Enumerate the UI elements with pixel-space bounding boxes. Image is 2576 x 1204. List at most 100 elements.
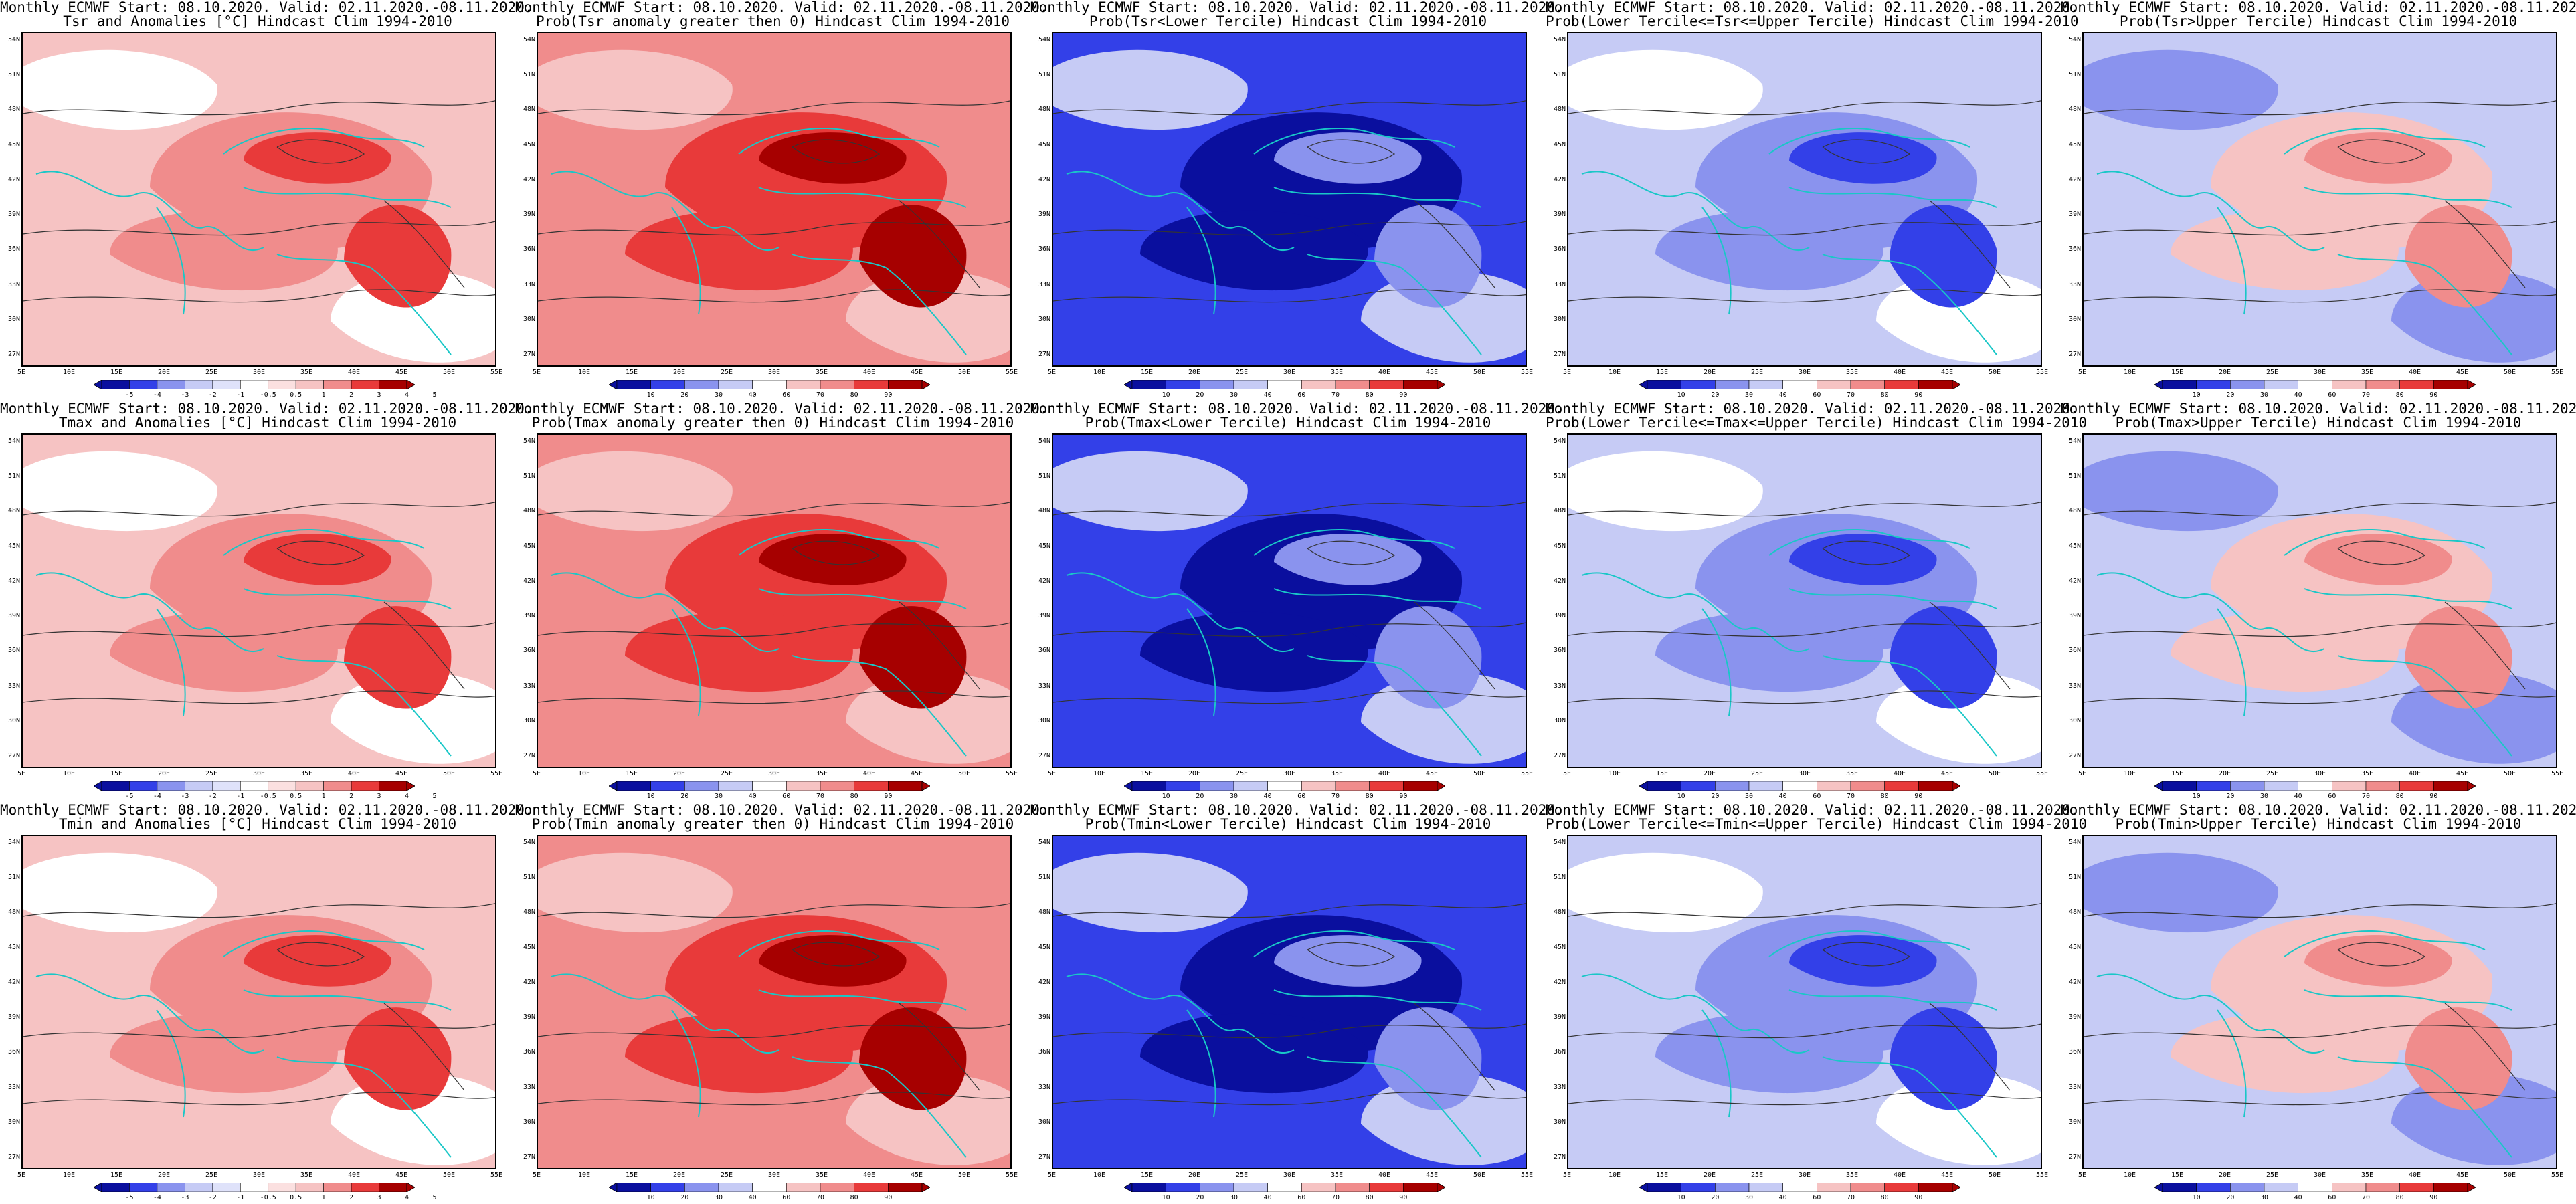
- colorbar-segment: [1884, 781, 1919, 791]
- latitude-label: 33N: [7, 1083, 20, 1091]
- latitude-label: 42N: [7, 577, 20, 585]
- longitude-label: 10E: [62, 369, 76, 376]
- longitude-label: 30E: [767, 369, 781, 376]
- colorbar-segment: [2196, 380, 2231, 389]
- colorbar-tick-label: 3: [377, 391, 381, 399]
- colorbar-tick-label: 20: [1711, 793, 1720, 800]
- colorbar-tick-label: 1: [321, 793, 326, 800]
- colorbar-segment: [1166, 380, 1200, 389]
- latitude-label: 39N: [1038, 612, 1050, 620]
- coastline: [758, 187, 967, 208]
- longitude-label: 40E: [2408, 770, 2421, 777]
- colorbar-segment: [2162, 1183, 2197, 1192]
- latitude-label: 48N: [2068, 106, 2081, 114]
- latitude-label: 48N: [2068, 908, 2081, 916]
- latitude-label: 48N: [2068, 507, 2081, 515]
- latitude-label: 27N: [2068, 1153, 2081, 1161]
- colorbar-tick-label: 20: [1711, 1194, 1720, 1201]
- colorbar: [1124, 781, 1445, 791]
- longitude-label: 10E: [1608, 770, 1621, 777]
- colorbar-segment: [101, 1183, 130, 1192]
- colorbar-tick-label: 80: [1880, 1194, 1889, 1201]
- colorbar-segment: [1233, 1183, 1268, 1192]
- longitude-label: 35E: [815, 1171, 828, 1179]
- latitude-label: 48N: [523, 507, 535, 515]
- latitude-label: 42N: [2068, 978, 2081, 986]
- isotherm-contour: [1307, 942, 1396, 967]
- colorbar-segment: [1267, 380, 1302, 389]
- longitude-label: 30E: [2313, 1171, 2326, 1179]
- coastline: [1768, 528, 1970, 556]
- coastline: [2337, 1056, 2512, 1158]
- latitude-label: 48N: [1038, 908, 1050, 916]
- latitude-label: 45N: [2068, 140, 2081, 148]
- latitude-label: 51N: [523, 472, 535, 480]
- field-region-east: [1890, 606, 1997, 709]
- isotherm-contour: [538, 221, 1010, 236]
- colorbar-tick-label: 60: [782, 793, 791, 800]
- isotherm-contour: [538, 289, 1010, 303]
- latitude-label: 51N: [523, 71, 535, 79]
- colorbar-tick-label: 40: [1263, 793, 1272, 800]
- colorbar-segment: [1369, 380, 1404, 389]
- colorbar-segment: [2298, 380, 2332, 389]
- isotherm-contour: [23, 289, 495, 303]
- longitude-label: 45E: [395, 1171, 408, 1179]
- longitude-label: 35E: [300, 369, 313, 376]
- latitude-label: 51N: [7, 71, 20, 79]
- colorbar-segment: [888, 380, 923, 389]
- longitude-label: 45E: [2456, 369, 2469, 376]
- longitude-label: 55E: [2035, 1171, 2049, 1179]
- latitude-label: 42N: [1038, 175, 1050, 183]
- latitude-label: 27N: [1038, 350, 1050, 358]
- latitude-label: 30N: [7, 1118, 20, 1126]
- colorbar-segment: [1267, 781, 1302, 791]
- longitude-label: 5E: [1047, 770, 1056, 777]
- coastline: [1701, 1009, 1732, 1118]
- colorbar: [1639, 380, 1960, 389]
- latitude-label: 27N: [523, 752, 535, 759]
- latitude-label: 42N: [2068, 175, 2081, 183]
- coastline: [551, 171, 779, 252]
- map-panel: Monthly ECMWF Start: 08.10.2020. Valid: …: [2061, 0, 2576, 401]
- longitude-label: 50E: [957, 770, 971, 777]
- map-field: [2084, 435, 2556, 767]
- longitude-label: 40E: [347, 369, 361, 376]
- colorbar-segment: [1200, 380, 1234, 389]
- isotherm-contour: [1053, 1092, 1526, 1106]
- latitude-label: 36N: [7, 1048, 20, 1056]
- coastline: [2096, 171, 2325, 252]
- isotherm-contour: [2084, 1023, 2556, 1039]
- colorbar-tick-label: -5: [125, 1194, 134, 1201]
- longitude-label: 5E: [1562, 1171, 1572, 1179]
- isotherm-contour: [2084, 622, 2556, 637]
- colorbar-tick-label: 90: [1399, 793, 1408, 800]
- longitude-label: 45E: [395, 369, 408, 376]
- colorbar-tick-label: 70: [1331, 793, 1340, 800]
- coastline: [1273, 588, 1482, 609]
- longitude-label: 20E: [157, 770, 171, 777]
- colorbar-segment: [1335, 380, 1370, 389]
- latitude-label: 33N: [523, 1083, 535, 1091]
- latitude-label: 33N: [1038, 1083, 1050, 1091]
- longitude-label: 25E: [1235, 1171, 1249, 1179]
- panel-title-run: Monthly ECMWF Start: 08.10.2020. Valid: …: [0, 0, 533, 15]
- isotherm-contour: [792, 139, 881, 164]
- longitude-label: 15E: [110, 369, 123, 376]
- coastline: [35, 171, 264, 252]
- latitude-label: 39N: [1038, 211, 1050, 219]
- isotherm-contour: [1568, 690, 2041, 704]
- latitude-label: 42N: [1553, 577, 1566, 585]
- colorbar-tick-label: 90: [2429, 793, 2438, 800]
- longitude-label: 55E: [1520, 1171, 1534, 1179]
- colorbar-tick-label: -0.5: [260, 793, 276, 800]
- latitude-label: 36N: [7, 245, 20, 254]
- colorbar-segment: [684, 1183, 719, 1192]
- panel-title-variable: Prob(Tsr<Lower Tercile) Hindcast Clim 19…: [1089, 13, 1487, 29]
- isotherm-contour: [1307, 139, 1396, 164]
- longitude-label: 40E: [347, 1171, 361, 1179]
- colorbar: [1639, 1183, 1960, 1192]
- coastline: [551, 973, 779, 1054]
- longitude-label: 25E: [720, 369, 733, 376]
- isotherm-contour: [276, 139, 365, 164]
